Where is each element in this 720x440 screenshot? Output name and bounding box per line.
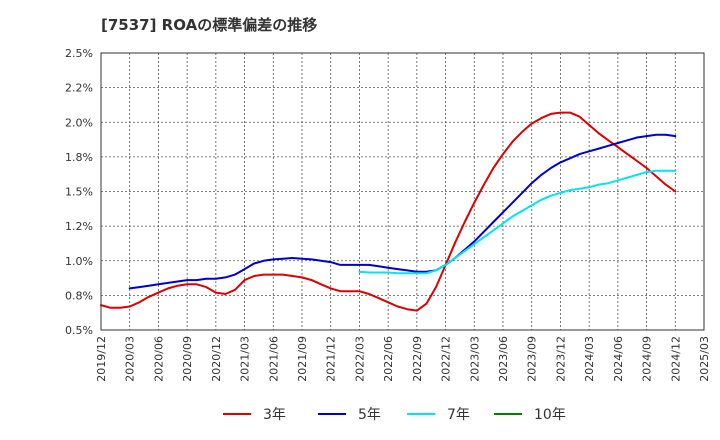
legend: 3年 5年 7年 10年 xyxy=(223,407,566,423)
x-tick-label: 2020/03 xyxy=(124,336,137,382)
legend-label-7年: 7年 xyxy=(447,407,470,423)
legend-label-3年: 3年 xyxy=(263,407,286,423)
x-tick-label: 2020/12 xyxy=(210,336,223,382)
series-line-7年 xyxy=(358,169,677,275)
y-tick-label: 1.5% xyxy=(65,186,93,199)
series-line-3年 xyxy=(100,111,677,312)
x-tick-label: 2021/12 xyxy=(325,336,338,382)
x-tick-label: 2020/06 xyxy=(152,336,165,382)
y-tick-label: 2.5% xyxy=(65,47,93,60)
x-tick-label: 2024/12 xyxy=(669,336,682,382)
x-tick-label: 2022/12 xyxy=(440,336,453,382)
legend-label-5年: 5年 xyxy=(358,407,381,423)
x-tick-label: 2021/06 xyxy=(267,336,280,382)
x-tick-label: 2023/06 xyxy=(497,336,510,382)
x-tick-label: 2022/06 xyxy=(382,336,395,382)
x-tick-label: 2024/06 xyxy=(612,336,625,382)
x-tick-label: 2024/03 xyxy=(583,336,596,382)
legend-label-10年: 10年 xyxy=(534,407,566,423)
y-tick-label: 1.8% xyxy=(65,151,93,164)
x-tick-label: 2023/12 xyxy=(554,336,567,382)
x-tick-label: 2021/09 xyxy=(296,336,309,382)
x-tick-label: 2021/03 xyxy=(239,336,252,382)
y-axis-ticks: 0.5% 0.8% 1.0% 1.2% 1.5% 1.8% 2.0% 2.2% 2.5% xyxy=(65,47,93,337)
y-tick-label: 0.5% xyxy=(65,324,93,337)
chart-title: [7537] ROAの標準偏差の推移 xyxy=(101,16,318,34)
x-tick-label: 2019/12 xyxy=(95,336,108,382)
series-lines xyxy=(100,111,677,312)
series-line-5年 xyxy=(128,133,677,290)
x-tick-label: 2025/03 xyxy=(698,336,711,382)
grid-lines xyxy=(101,53,704,330)
y-tick-label: 2.2% xyxy=(65,82,93,95)
x-tick-label: 2022/09 xyxy=(411,336,424,382)
y-tick-label: 1.2% xyxy=(65,220,93,233)
x-tick-label: 2020/09 xyxy=(181,336,194,382)
y-tick-label: 2.0% xyxy=(65,116,93,129)
x-tick-label: 2023/09 xyxy=(526,336,539,382)
x-tick-label: 2024/09 xyxy=(641,336,654,382)
x-tick-label: 2022/03 xyxy=(353,336,366,382)
plot-frame xyxy=(100,52,705,331)
x-axis-ticks: 2019/12 2020/03 2020/06 2020/09 2020/12 2021/… xyxy=(95,336,711,382)
x-tick-label: 2023/03 xyxy=(468,336,481,382)
plot-border xyxy=(100,52,705,331)
y-tick-label: 1.0% xyxy=(65,255,93,268)
y-tick-label: 0.8% xyxy=(65,289,93,302)
